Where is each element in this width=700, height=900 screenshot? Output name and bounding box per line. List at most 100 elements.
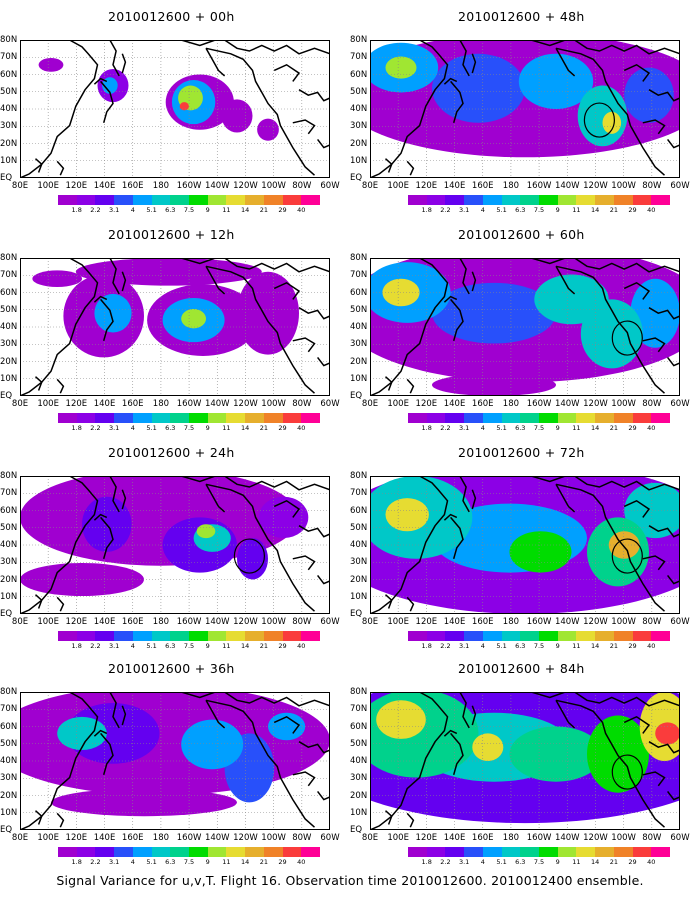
coastline	[623, 499, 651, 518]
variance-contour	[624, 67, 674, 123]
panel-title: 2010012600 + 84h	[458, 661, 585, 676]
panel-title: 2010012600 + 24h	[108, 445, 235, 460]
lon-label: 140E	[443, 399, 466, 409]
lon-label: 160E	[121, 617, 144, 627]
coastline	[93, 729, 108, 737]
lat-label: 50N	[0, 522, 18, 533]
lon-label: 180	[152, 833, 170, 843]
colorbar-swatch	[576, 195, 596, 205]
colorbar-label: 5.1	[146, 424, 157, 432]
colorbar-label: 11	[572, 642, 581, 650]
coastline	[273, 63, 301, 82]
lon-label: 140E	[93, 617, 116, 627]
coastline	[35, 594, 43, 609]
colorbar-swatch	[651, 413, 671, 423]
colorbar-label: 4	[480, 424, 485, 432]
coastline	[555, 47, 576, 77]
colorbar-label: 40	[647, 206, 656, 214]
coastline	[205, 47, 226, 77]
colorbar-swatch	[58, 195, 77, 205]
coastline	[56, 378, 65, 394]
colorbar-swatch	[170, 847, 190, 857]
variance-contour	[602, 111, 622, 134]
lon-label: 140W	[554, 833, 580, 843]
lat-label: 70N	[350, 488, 368, 499]
colorbar-swatch	[408, 847, 427, 857]
colorbar-swatch	[595, 847, 614, 857]
colorbar-swatch	[151, 195, 171, 205]
variance-contour	[432, 373, 556, 396]
coastline	[459, 258, 470, 295]
coastline	[317, 356, 330, 367]
colorbar-swatch	[426, 195, 446, 205]
lon-label: 60W	[670, 181, 690, 191]
colorbar-label: 5.1	[496, 424, 507, 432]
colorbar-label: 3.1	[458, 206, 470, 214]
variance-contour	[32, 270, 82, 287]
lon-label: 100E	[387, 833, 409, 843]
lat-label: 60N	[350, 721, 368, 732]
colorbar-swatch	[151, 413, 171, 423]
lon-label: 180	[502, 399, 520, 409]
colorbar-swatch	[557, 847, 577, 857]
lat-label: 80N	[350, 471, 368, 481]
lon-label: 180	[152, 617, 170, 627]
coastline	[180, 476, 216, 483]
colorbar-swatch	[445, 847, 465, 857]
colorbar-swatch	[501, 847, 521, 857]
colorbar-swatch	[464, 195, 483, 205]
lat-label: 60N	[350, 287, 368, 298]
colorbar-label: 2.2	[440, 642, 451, 650]
colorbar	[408, 195, 671, 205]
coastline	[298, 89, 330, 102]
colorbar-label: 29	[628, 206, 637, 214]
colorbar-swatch	[189, 631, 208, 641]
colorbar-label: 6.3	[515, 206, 526, 214]
colorbar-label: 6.3	[515, 858, 526, 866]
lon-label: 80E	[11, 617, 29, 627]
lon-label: 80W	[292, 617, 312, 627]
coastline	[530, 40, 566, 47]
colorbar-swatch	[132, 631, 152, 641]
coastline	[459, 692, 470, 729]
map-plot	[20, 692, 330, 830]
coastline	[205, 47, 315, 176]
colorbar-swatch	[301, 631, 321, 641]
colorbar	[58, 413, 321, 423]
coastline	[224, 692, 330, 707]
map-frame	[20, 692, 330, 830]
coastline	[56, 596, 65, 612]
colorbar-swatch	[114, 413, 133, 423]
variance-contour	[268, 712, 306, 741]
coastline	[555, 699, 576, 729]
observation-circle	[611, 754, 643, 790]
colorbar-label: 14	[241, 642, 250, 650]
lon-label: 120E	[415, 833, 438, 843]
lon-label: 120W	[233, 617, 258, 627]
lon-label: 80E	[361, 833, 379, 843]
colorbar-label: 2.2	[90, 642, 101, 650]
lon-label: 180	[502, 617, 520, 627]
variance-contour	[38, 57, 64, 72]
coastline	[224, 476, 330, 491]
colorbar-label: 4	[130, 424, 135, 432]
lat-label: 80N	[0, 687, 18, 697]
lon-label: 100W	[261, 617, 286, 627]
colorbar-label: 4	[130, 858, 135, 866]
lat-label: 70N	[350, 704, 368, 715]
lon-label: 140W	[204, 833, 230, 843]
colorbar-swatch	[282, 631, 302, 641]
colorbar-label: 9	[205, 206, 210, 214]
coastline	[180, 692, 216, 699]
lon-label: 120E	[415, 399, 438, 409]
colorbar-label: 40	[647, 642, 656, 650]
lat-label: 20N	[0, 574, 18, 585]
coastline	[530, 476, 566, 483]
colorbar-swatch	[282, 847, 302, 857]
lat-label: 50N	[0, 304, 18, 315]
lon-label: 160W	[526, 833, 552, 843]
lon-label: 140W	[554, 617, 580, 627]
colorbar-swatch	[408, 413, 427, 423]
colorbar-swatch	[207, 195, 227, 205]
lat-label: EQ	[350, 609, 363, 619]
